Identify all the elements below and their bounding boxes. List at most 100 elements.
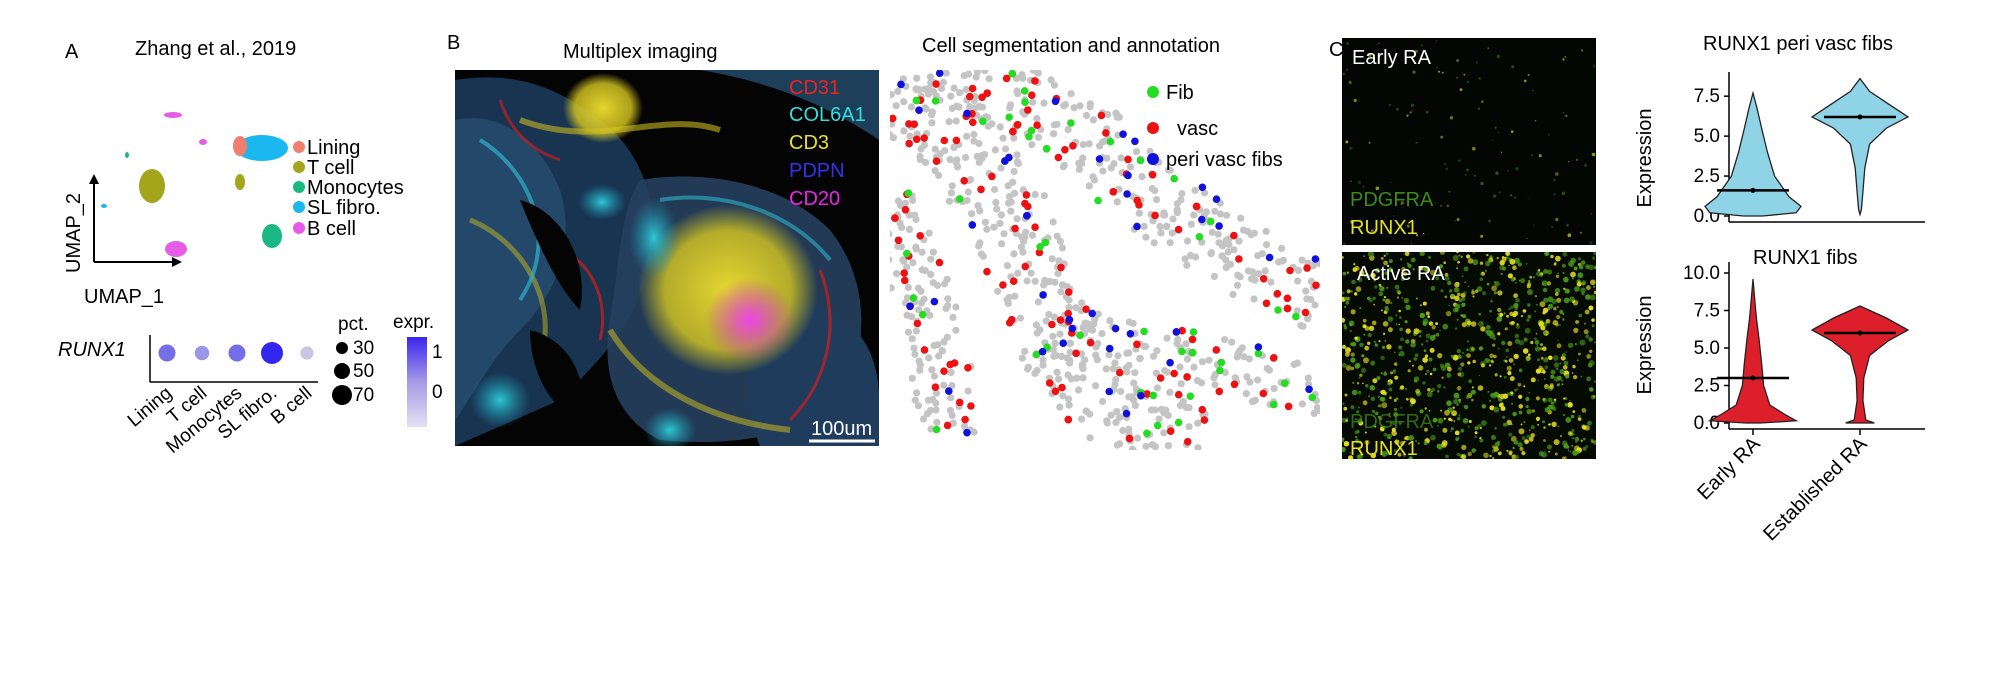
fluorescence-speck — [1543, 426, 1546, 429]
fluorescence-speck — [1491, 435, 1496, 440]
fluorescence-speck — [1561, 383, 1564, 386]
fluorescence-speck — [1454, 303, 1461, 310]
color-legend-title: expr. — [393, 312, 434, 333]
fluorescence-speck — [1380, 389, 1386, 395]
fluorescence-speck — [1437, 384, 1442, 388]
seg-cell — [1023, 277, 1031, 285]
fluorescence-speck — [1562, 271, 1565, 274]
seg-cell — [1060, 161, 1068, 169]
dotplot-dot — [228, 344, 246, 362]
fluorescence-speck — [1572, 364, 1576, 369]
seg-cell — [1233, 281, 1242, 289]
legend-dot-b-cell — [293, 222, 305, 234]
seg-cell — [1224, 248, 1232, 256]
seg-cell-annotated — [1042, 145, 1051, 153]
fluorescence-speck — [1586, 354, 1592, 359]
fluorescence-speck — [1447, 366, 1452, 372]
seg-cell-annotated — [1212, 195, 1221, 203]
seg-cell-annotated — [1065, 315, 1074, 324]
fluorescence-speck — [1373, 340, 1377, 344]
violin2-title: RUNX1 fibs — [1753, 247, 1857, 269]
seg-cell — [897, 243, 906, 251]
seg-cell — [1034, 70, 1042, 77]
fluorescence-speck — [1538, 154, 1542, 158]
seg-cell-annotated — [1186, 392, 1195, 401]
fluorescence-speck — [1559, 369, 1565, 375]
fluorescence-speck — [1522, 348, 1529, 354]
seg-cell — [946, 156, 954, 164]
fluorescence-speck — [1382, 321, 1389, 327]
seg-cell — [935, 352, 943, 360]
fluorescence-speck — [1434, 202, 1437, 204]
fluorescence-speck — [1428, 357, 1433, 362]
fluorescence-speck — [1359, 440, 1362, 444]
fluorescence-speck — [1550, 254, 1554, 259]
seg-cell — [1190, 211, 1198, 219]
fluorescence-speck — [1564, 397, 1568, 400]
fluorescence-speck — [1342, 344, 1347, 349]
fluorescence-speck — [1355, 438, 1360, 444]
seg-cell — [1094, 310, 1102, 318]
legend-label-monocytes: Monocytes — [307, 177, 404, 199]
fluorescence-speck — [1515, 324, 1521, 329]
seg-cell — [953, 102, 961, 110]
seg-cell — [1278, 244, 1286, 253]
umap-x-label: UMAP_1 — [84, 286, 164, 308]
size-legend-label-30: 30 — [353, 338, 374, 359]
fluorescence-speck — [1384, 340, 1387, 342]
seg-cell-annotated — [1140, 327, 1148, 336]
fluorescence-speck — [1396, 296, 1400, 299]
violin-shape — [1707, 278, 1799, 424]
fluorescence-speck — [1350, 220, 1354, 224]
seg-cell-annotated — [1024, 202, 1032, 211]
seg-cell-annotated — [1146, 453, 1154, 461]
fluorescence-speck — [1474, 435, 1477, 439]
seg-cell — [1013, 215, 1021, 223]
fluorescence-speck — [1494, 281, 1500, 287]
fluorescence-speck — [1535, 416, 1541, 421]
seg-cell — [1161, 367, 1169, 375]
fluorescence-speck — [1539, 301, 1546, 308]
seg-cell-annotated — [1151, 211, 1159, 220]
fluorescence-speck — [1536, 271, 1542, 277]
fluorescence-speck — [1431, 325, 1436, 330]
fluorescence-speck — [1462, 418, 1469, 424]
fluorescence-speck — [1404, 321, 1407, 323]
seg-cell — [925, 229, 933, 237]
fluorescence-speck — [1409, 111, 1412, 114]
fluorescence-speck — [1588, 360, 1595, 366]
fluorescence-speck — [1424, 427, 1428, 432]
fluorescence-speck — [1472, 146, 1476, 151]
seg-cell — [933, 418, 941, 426]
fluorescence-speck — [1398, 309, 1401, 313]
fluorescence-speck — [1516, 388, 1519, 391]
seg-cell — [1326, 389, 1333, 396]
fluorescence-speck — [1564, 288, 1570, 294]
fluorescence-speck — [1562, 440, 1568, 446]
fluorescence-speck — [1355, 418, 1358, 421]
fluorescence-speck — [1519, 446, 1524, 451]
fluorescence-speck — [1401, 266, 1406, 272]
seg-cell — [1107, 164, 1115, 172]
fluorescence-speck — [1358, 406, 1360, 409]
fluorescence-speck — [1374, 411, 1379, 416]
fluorescence-speck — [1408, 360, 1411, 363]
seg-cell — [1193, 377, 1202, 385]
color-legend-bar — [407, 337, 427, 427]
fluorescence-speck — [1461, 322, 1467, 328]
fluorescence-speck — [1530, 340, 1534, 345]
fluorescence-speck — [1346, 42, 1349, 45]
fluorescence-speck — [1413, 357, 1418, 361]
fluorescence-speck — [1553, 262, 1557, 266]
fluorescence-speck — [1525, 262, 1528, 265]
fluorescence-speck — [1490, 299, 1493, 303]
fluorescence-speck — [1390, 181, 1392, 184]
seg-cell-annotated — [940, 367, 948, 376]
seg-cell — [1031, 61, 1038, 68]
seg-cell — [881, 119, 888, 126]
fluorescence-speck — [1493, 406, 1500, 413]
fluorescence-speck — [1488, 219, 1491, 223]
seg-cell — [1222, 211, 1231, 219]
fluorescence-speck — [1378, 283, 1382, 287]
seg-cell-annotated — [1265, 253, 1274, 262]
